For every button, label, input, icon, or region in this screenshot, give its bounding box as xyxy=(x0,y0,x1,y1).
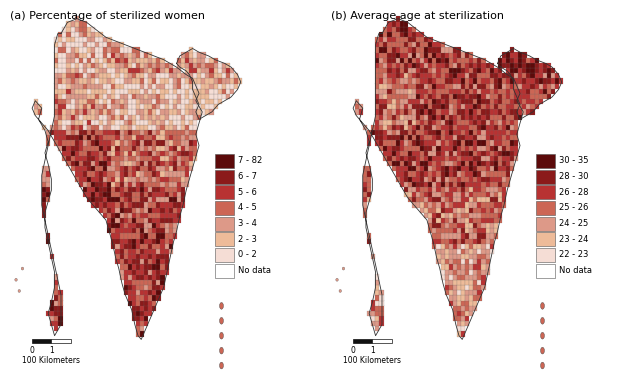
Ellipse shape xyxy=(541,303,544,309)
Text: No data: No data xyxy=(238,266,270,275)
Bar xyxy=(536,185,555,199)
Text: 0 - 2: 0 - 2 xyxy=(238,250,256,260)
Bar xyxy=(353,339,372,343)
Ellipse shape xyxy=(541,347,544,354)
Bar xyxy=(536,248,555,262)
Ellipse shape xyxy=(220,303,223,309)
Text: 0: 0 xyxy=(30,346,35,355)
Ellipse shape xyxy=(342,267,345,270)
Text: 7 - 82: 7 - 82 xyxy=(238,156,262,166)
Bar xyxy=(32,339,51,343)
Bar xyxy=(215,232,234,246)
Text: 28 - 30: 28 - 30 xyxy=(559,172,588,181)
Text: 5 - 6: 5 - 6 xyxy=(238,188,256,197)
Text: 3 - 4: 3 - 4 xyxy=(238,219,256,228)
Ellipse shape xyxy=(220,332,223,339)
Text: 30 - 35: 30 - 35 xyxy=(559,156,588,166)
Bar xyxy=(215,264,234,278)
Text: 24 - 25: 24 - 25 xyxy=(559,219,588,228)
Text: (b) Average age at sterilization: (b) Average age at sterilization xyxy=(331,11,503,21)
Ellipse shape xyxy=(15,278,17,281)
Text: 26 - 28: 26 - 28 xyxy=(559,188,588,197)
Bar xyxy=(215,248,234,262)
Bar xyxy=(536,170,555,184)
Ellipse shape xyxy=(220,347,223,354)
Bar xyxy=(536,217,555,231)
Text: 100 Kilometers: 100 Kilometers xyxy=(343,356,401,365)
Ellipse shape xyxy=(541,362,544,369)
Ellipse shape xyxy=(541,332,544,339)
Text: 4 - 5: 4 - 5 xyxy=(238,203,256,213)
Text: 0: 0 xyxy=(351,346,356,355)
Bar xyxy=(536,154,555,168)
Ellipse shape xyxy=(339,289,342,292)
Bar xyxy=(215,170,234,184)
Text: (a) Percentage of sterilized women: (a) Percentage of sterilized women xyxy=(10,11,205,21)
Ellipse shape xyxy=(220,362,223,369)
Bar xyxy=(536,201,555,215)
Ellipse shape xyxy=(18,289,21,292)
Text: 1: 1 xyxy=(370,346,375,355)
Ellipse shape xyxy=(541,317,544,324)
Ellipse shape xyxy=(336,278,338,281)
Bar xyxy=(215,217,234,231)
Bar xyxy=(536,264,555,278)
Text: No data: No data xyxy=(559,266,591,275)
Bar xyxy=(215,201,234,215)
Bar xyxy=(51,339,71,343)
Bar xyxy=(372,339,392,343)
Text: 1: 1 xyxy=(49,346,54,355)
Ellipse shape xyxy=(220,317,223,324)
Text: 100 Kilometers: 100 Kilometers xyxy=(22,356,80,365)
Text: 25 - 26: 25 - 26 xyxy=(559,203,588,213)
Text: 22 - 23: 22 - 23 xyxy=(559,250,588,260)
Bar xyxy=(215,185,234,199)
Bar xyxy=(215,154,234,168)
Text: 2 - 3: 2 - 3 xyxy=(238,235,256,244)
Text: 6 - 7: 6 - 7 xyxy=(238,172,257,181)
Bar xyxy=(536,232,555,246)
Text: 23 - 24: 23 - 24 xyxy=(559,235,588,244)
Ellipse shape xyxy=(21,267,24,270)
